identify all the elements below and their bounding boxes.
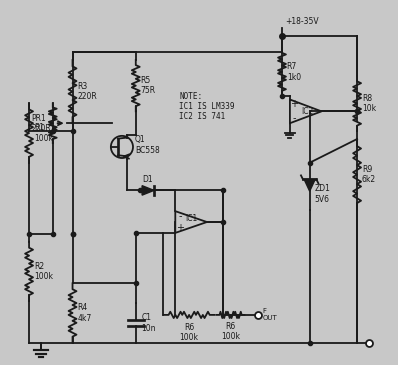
Text: R9
6k2: R9 6k2 [362, 165, 376, 184]
Text: C1
10n: C1 10n [142, 313, 156, 333]
Text: PR1
220R: PR1 220R [31, 114, 51, 133]
Text: R8
10k: R8 10k [362, 94, 376, 113]
Text: F
OUT: F OUT [262, 308, 277, 322]
Text: -: - [178, 211, 182, 221]
Text: NOTE:
IC1 IS LM339
IC2 IS 741: NOTE: IC1 IS LM339 IC2 IS 741 [179, 92, 235, 122]
Text: R1
100k: R1 100k [34, 123, 53, 143]
Text: R6
100k: R6 100k [221, 322, 240, 341]
Text: R5
75R: R5 75R [140, 76, 156, 95]
Polygon shape [142, 186, 154, 195]
Text: Q1
BC558: Q1 BC558 [135, 135, 160, 155]
Text: -: - [292, 114, 296, 123]
Text: R6
100k: R6 100k [179, 323, 199, 342]
Text: R4
4k7: R4 4k7 [77, 303, 92, 323]
Text: D1: D1 [142, 176, 153, 184]
Text: +: + [290, 99, 298, 109]
Text: R7
1k0: R7 1k0 [287, 62, 301, 81]
Text: R3
220R: R3 220R [77, 82, 97, 101]
Text: +18-35V: +18-35V [285, 18, 318, 26]
Polygon shape [304, 179, 315, 191]
Text: R2
100k: R2 100k [34, 262, 53, 281]
Text: ZD1
5V6: ZD1 5V6 [314, 184, 330, 204]
Text: IC2: IC2 [302, 107, 314, 116]
Text: IC1: IC1 [185, 214, 197, 223]
Text: +: + [176, 223, 184, 233]
